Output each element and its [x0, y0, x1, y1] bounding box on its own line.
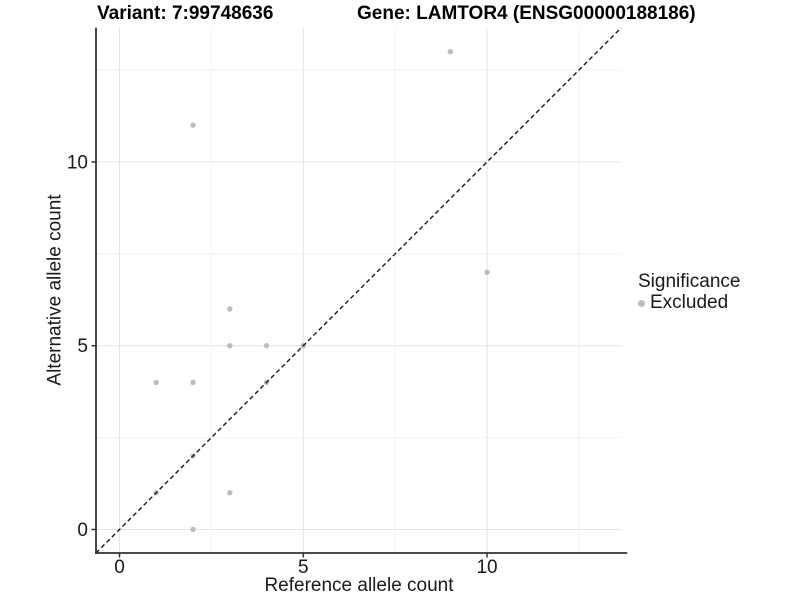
legend-item-excluded: Excluded — [638, 293, 740, 313]
x-axis-tick-label: 0 — [114, 557, 125, 578]
data-point — [190, 122, 196, 128]
legend: Significance Excluded — [638, 272, 740, 313]
x-axis-tick-label: 10 — [476, 557, 497, 578]
data-point — [447, 48, 453, 55]
identity-line — [95, 27, 622, 554]
y-axis-title-text: Alternative allele count — [44, 194, 66, 386]
data-point — [190, 526, 196, 533]
y-axis-tick-label: 0 — [77, 520, 88, 541]
x-axis-tick-label: 5 — [298, 557, 309, 578]
data-point — [227, 343, 233, 349]
excluded-point-icon — [638, 299, 645, 307]
data-point — [484, 269, 490, 275]
data-point — [227, 306, 233, 312]
x-axis-title: Reference allele count — [264, 575, 454, 596]
legend-item-label: Excluded — [650, 292, 729, 313]
y-axis-tick-label: 10 — [67, 152, 88, 173]
data-point — [227, 490, 233, 496]
data-point — [190, 379, 196, 386]
variant-title: Variant: 7:99748636 — [97, 3, 274, 24]
gene-title: Gene: LAMTOR4 (ENSG00000188186) — [357, 3, 696, 24]
data-point — [263, 343, 270, 349]
data-point — [153, 379, 159, 386]
y-axis-tick-label: 5 — [77, 336, 88, 357]
legend-title: Significance — [638, 271, 741, 292]
